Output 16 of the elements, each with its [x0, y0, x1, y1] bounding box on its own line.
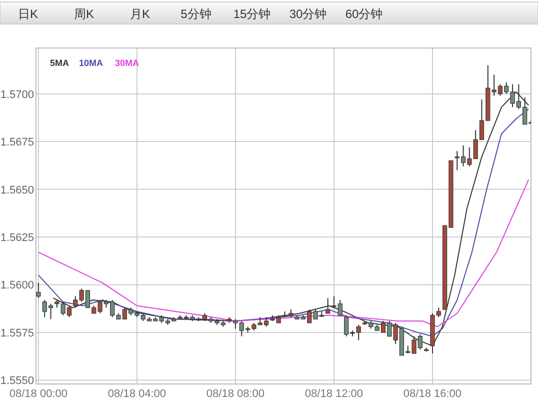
y-tick-label: 1.5600	[0, 280, 34, 292]
y-tick-label: 1.5675	[0, 136, 34, 149]
y-tick-label: 1.5700	[0, 88, 34, 101]
x-tick-label: 08/18 12:00	[304, 388, 364, 400]
y-tick-label: 1.5550	[0, 375, 34, 388]
x-tick-label: 08/18 00:00	[9, 388, 68, 400]
y-tick-label: 1.5625	[0, 232, 34, 244]
x-tick-label: 08/18 16:00	[403, 388, 462, 400]
legend: 5MA 10MA 30MA	[50, 58, 140, 68]
tabs: 日K 周K 月K 5分钟 15分钟 30分钟 60分钟	[0, 2, 538, 24]
candlestick	[326, 298, 330, 314]
x-tick-label: 08/18 08:00	[206, 388, 265, 400]
candlestick	[36, 282, 41, 299]
y-tick-label: 1.5575	[0, 327, 34, 340]
x-tick-label: 08/18 04:00	[108, 388, 166, 400]
y-tick-label: 1.5650	[0, 184, 34, 196]
